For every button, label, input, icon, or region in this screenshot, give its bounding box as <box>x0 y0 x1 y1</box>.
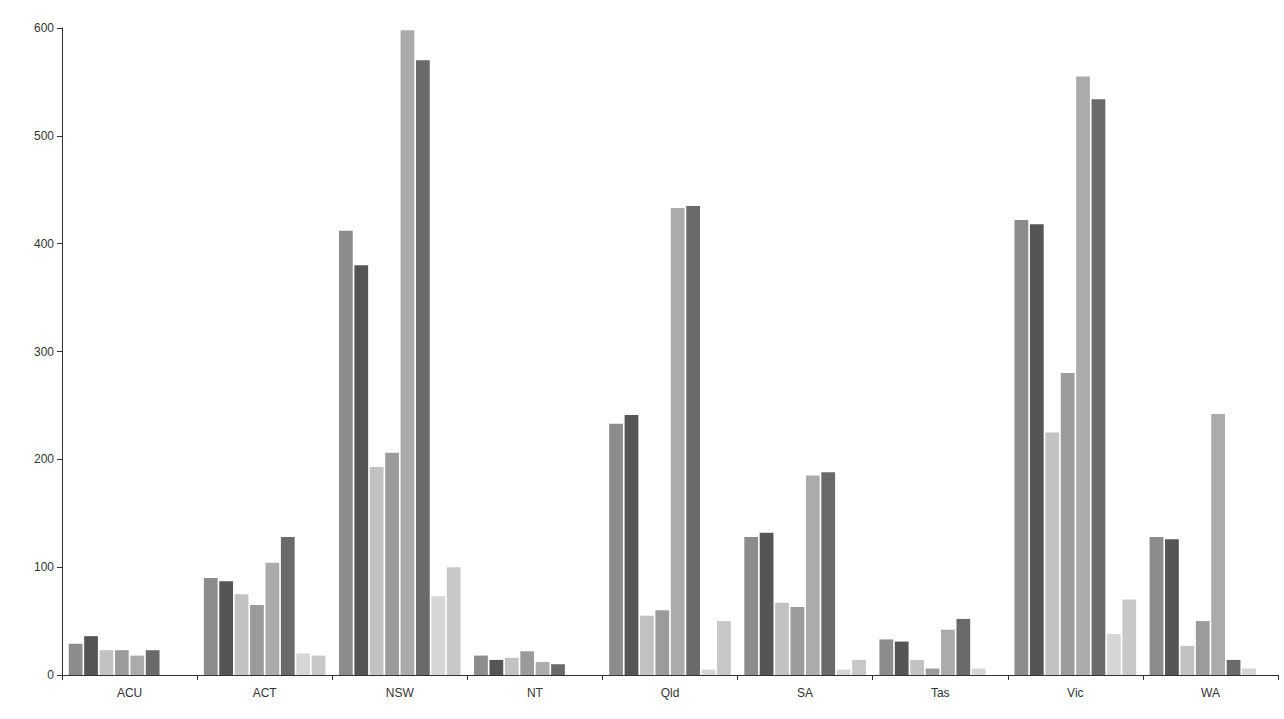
svg-text:0: 0 <box>47 668 54 682</box>
svg-text:Qld: Qld <box>661 686 680 700</box>
svg-text:300: 300 <box>34 345 54 359</box>
svg-text:SA: SA <box>797 686 813 700</box>
svg-text:600: 600 <box>34 21 54 35</box>
svg-text:WA: WA <box>1201 686 1220 700</box>
svg-text:200: 200 <box>34 452 54 466</box>
svg-text:Vic: Vic <box>1067 686 1083 700</box>
svg-text:ACT: ACT <box>253 686 278 700</box>
svg-text:NSW: NSW <box>386 686 415 700</box>
svg-text:Tas: Tas <box>931 686 950 700</box>
svg-text:500: 500 <box>34 129 54 143</box>
svg-text:ACU: ACU <box>117 686 142 700</box>
svg-text:100: 100 <box>34 560 54 574</box>
svg-text:NT: NT <box>527 686 544 700</box>
svg-text:400: 400 <box>34 237 54 251</box>
